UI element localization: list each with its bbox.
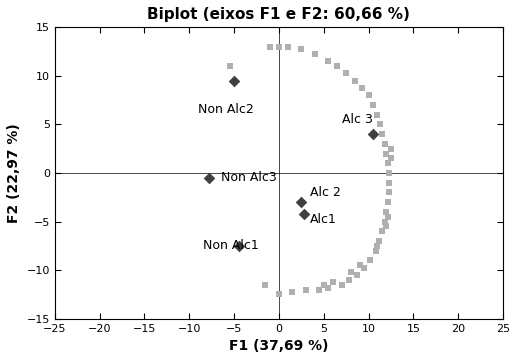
Text: Alc 3: Alc 3 [342, 113, 372, 126]
Point [261, 282, 269, 288]
Point [324, 58, 332, 64]
Point [382, 150, 390, 156]
Point [297, 199, 306, 205]
Point [384, 160, 392, 166]
Point [355, 262, 363, 268]
Point [384, 214, 392, 220]
Y-axis label: F2 (22,97 %): F2 (22,97 %) [7, 123, 21, 223]
Point [360, 265, 368, 271]
Point [375, 238, 384, 244]
Point [288, 289, 296, 295]
Point [353, 272, 361, 278]
Point [205, 175, 213, 181]
Point [345, 277, 353, 283]
Point [378, 228, 386, 234]
Point [300, 211, 308, 217]
Point [333, 63, 341, 69]
Title: Biplot (eixos F1 e F2: 60,66 %): Biplot (eixos F1 e F2: 60,66 %) [147, 7, 410, 22]
Point [338, 282, 346, 288]
Point [385, 170, 393, 176]
Point [311, 51, 319, 57]
Point [275, 44, 283, 50]
Point [376, 122, 384, 127]
Point [346, 269, 355, 275]
Text: Alc 2: Alc 2 [310, 186, 341, 199]
Point [328, 279, 337, 285]
Point [385, 180, 393, 185]
Text: Alc1: Alc1 [310, 213, 337, 226]
Point [373, 112, 382, 118]
Point [234, 243, 242, 249]
Point [366, 257, 374, 263]
Point [382, 209, 390, 215]
Point [301, 287, 310, 292]
Point [372, 248, 380, 253]
Point [358, 86, 367, 91]
Point [275, 292, 283, 297]
Point [266, 44, 274, 50]
Point [381, 219, 389, 224]
Point [378, 131, 386, 137]
Point [373, 243, 382, 249]
Point [385, 189, 393, 195]
Point [284, 44, 292, 50]
Point [315, 287, 323, 292]
Point [351, 78, 359, 84]
Point [297, 46, 306, 51]
Point [387, 156, 395, 161]
Text: Non Alc1: Non Alc1 [203, 239, 258, 252]
X-axis label: F1 (37,69 %): F1 (37,69 %) [229, 339, 329, 353]
Point [320, 282, 328, 288]
Point [342, 70, 350, 76]
Point [225, 63, 234, 69]
Point [369, 131, 377, 137]
Text: Non Alc2: Non Alc2 [198, 103, 254, 116]
Point [369, 102, 377, 108]
Text: Non Alc3: Non Alc3 [221, 171, 277, 184]
Point [382, 224, 390, 229]
Point [324, 285, 332, 291]
Point [364, 93, 373, 98]
Point [230, 78, 238, 84]
Point [387, 146, 395, 152]
Point [381, 141, 389, 147]
Point [384, 199, 392, 205]
